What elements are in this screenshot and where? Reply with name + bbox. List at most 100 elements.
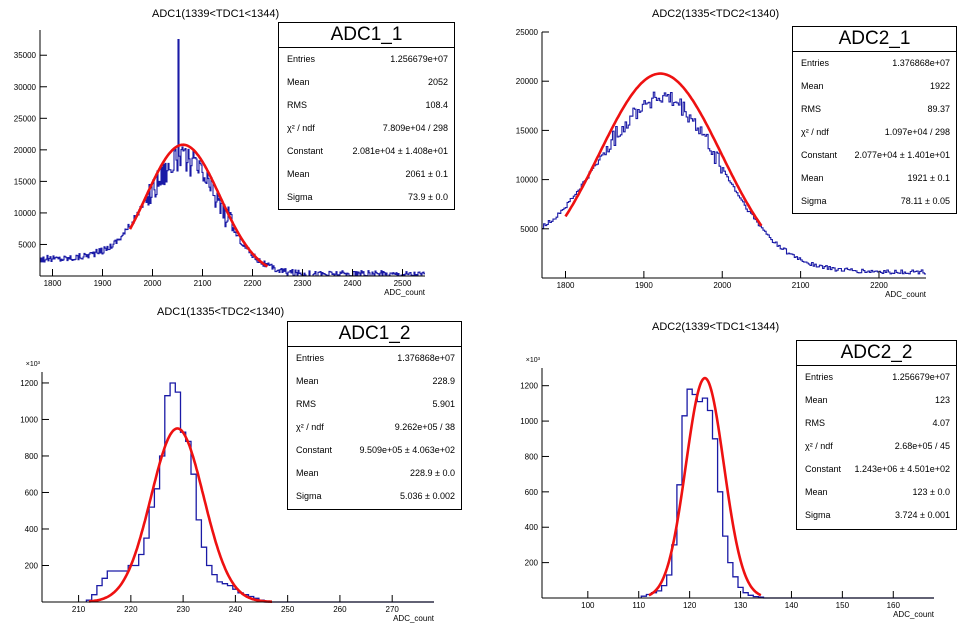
stats-box: ADC1_2 Entries 1.376868e+07 Mean 228.9 RMS… (287, 321, 462, 510)
x-tick-label: 100 (581, 601, 595, 610)
y-tick-label: 1200 (20, 379, 38, 388)
stats-label: Sigma (801, 196, 827, 206)
x-tick-label: 2400 (344, 279, 362, 288)
stats-label: Constant (287, 146, 324, 156)
stats-label: Mean (805, 395, 828, 405)
gaussian-fit-curve (564, 72, 763, 227)
stats-label: Entries (296, 353, 325, 363)
x-tick-label: 140 (785, 601, 799, 610)
x-axis-label: ADC_count (885, 290, 927, 299)
stats-value: 2.68e+05 / 45 (894, 441, 950, 451)
stats-label: RMS (805, 418, 825, 428)
y-tick-label: 800 (525, 452, 539, 461)
stats-label: χ² / ndf (296, 422, 324, 432)
stats-label: RMS (296, 399, 316, 409)
stats-value: 123 (934, 395, 950, 405)
stats-row-entries: Entries 1.256679e+07 (797, 366, 956, 389)
x-tick-label: 2200 (244, 279, 262, 288)
stats-row-entries: Entries 1.376868e+07 (793, 52, 956, 75)
y-tick-label: 35000 (14, 51, 37, 60)
stats-label: Sigma (287, 192, 313, 202)
y-tick-label: 5000 (520, 225, 538, 234)
stats-row-rms: RMS 89.37 (793, 98, 956, 121)
stats-label: Entries (805, 372, 834, 382)
y-tick-label: 25000 (516, 28, 539, 37)
chart-title: ADC1(1335<TDC2<1340) (157, 306, 285, 318)
stats-value: 1.376868e+07 (397, 353, 455, 363)
x-tick-label: 260 (333, 605, 347, 614)
gaussian-fit-curve (648, 376, 762, 597)
y-tick-label: 1000 (20, 415, 38, 424)
x-tick-label: 160 (887, 601, 901, 610)
stats-value: 5.901 (432, 399, 455, 409)
y-tick-label: 25000 (14, 114, 37, 123)
stats-value: 1921 ± 0.1 (907, 173, 950, 183)
stats-value: 2.077e+04 ± 1.401e+01 (854, 150, 950, 160)
stats-value: 2.081e+04 ± 1.408e+01 (352, 146, 448, 156)
stats-row-rms: RMS 5.901 (288, 393, 461, 416)
x-tick-label: 210 (72, 605, 86, 614)
stats-label: Entries (801, 58, 830, 68)
stats-box-title: ADC1_1 (279, 23, 454, 48)
y-tick-label: 15000 (14, 177, 37, 186)
chart-title: ADC2(1339<TDC1<1344) (652, 321, 780, 333)
stats-label: RMS (801, 104, 821, 114)
y-tick-label: 10000 (516, 176, 539, 185)
x-tick-label: 2000 (144, 279, 162, 288)
x-tick-label: 270 (386, 605, 400, 614)
stats-value: 9.509e+05 ± 4.063e+02 (359, 445, 455, 455)
stats-row-fit-mean: Mean 228.9 ± 0.0 (288, 462, 461, 485)
stats-row-sigma: Sigma 78.11 ± 0.05 (793, 190, 956, 213)
stats-row-constant: Constant 2.081e+04 ± 1.408e+01 (279, 140, 454, 163)
stats-row-rms: RMS 108.4 (279, 94, 454, 117)
histogram-chart: 1800 1900 2000 2100 2200 5000 10000 15000 20000 2… (516, 28, 927, 299)
stats-value: 78.11 ± 0.05 (900, 196, 950, 206)
y-tick-label: 200 (525, 559, 539, 568)
stats-value: 228.9 (432, 376, 455, 386)
y-tick-label: 10000 (14, 209, 37, 218)
stats-value: 1.256679e+07 (892, 372, 950, 382)
stats-box: ADC1_1 Entries 1.256679e+07 Mean 2052 RMS 1… (278, 22, 455, 210)
stats-row-mean: Mean 228.9 (288, 370, 461, 393)
stats-row-entries: Entries 1.376868e+07 (288, 347, 461, 370)
stats-box-title: ADC2_1 (793, 27, 956, 52)
stats-row-chi2: χ² / ndf 7.809e+04 / 298 (279, 117, 454, 140)
stats-value: 1922 (929, 81, 950, 91)
x-tick-label: 2000 (713, 281, 731, 290)
stats-row-constant: Constant 1.243e+06 ± 4.501e+02 (797, 458, 956, 481)
stats-row-sigma: Sigma 73.9 ± 0.0 (279, 186, 454, 209)
x-axis-label: ADC_count (893, 610, 935, 619)
stats-value: 73.9 ± 0.0 (408, 192, 448, 202)
stats-value: 1.097e+04 / 298 (884, 127, 950, 137)
y-tick-label: 30000 (14, 83, 37, 92)
y-tick-label: 5000 (18, 240, 36, 249)
stats-box-title: ADC2_2 (797, 341, 956, 366)
stats-box: ADC2_2 Entries 1.256679e+07 Mean 123 RMS 4.… (796, 340, 957, 530)
stats-value: 5.036 ± 0.002 (400, 491, 455, 501)
y-multiplier-label: ×10³ (26, 361, 41, 368)
y-tick-label: 1000 (520, 417, 538, 426)
gaussian-fit-curve (128, 143, 269, 268)
stats-value: 4.07 (932, 418, 950, 428)
x-tick-label: 2300 (294, 279, 312, 288)
histogram-chart: 1800 1900 2000 2100 2200 2300 2400 2500 5000 1000… (14, 30, 426, 297)
stats-row-mean: Mean 123 (797, 389, 956, 412)
y-tick-label: 800 (25, 452, 39, 461)
x-tick-label: 230 (176, 605, 190, 614)
stats-label: Mean (805, 487, 828, 497)
x-tick-label: 2100 (194, 279, 212, 288)
x-axis-label: ADC_count (384, 288, 426, 297)
stats-value: 2052 (427, 77, 448, 87)
stats-value: 108.4 (425, 100, 448, 110)
stats-label: Constant (296, 445, 333, 455)
x-tick-label: 1900 (94, 279, 112, 288)
stats-label: Mean (801, 81, 824, 91)
stats-label: Mean (296, 376, 319, 386)
stats-value: 1.243e+06 ± 4.501e+02 (854, 464, 950, 474)
x-tick-label: 120 (683, 601, 697, 610)
y-tick-label: 600 (25, 488, 39, 497)
stats-row-constant: Constant 2.077e+04 ± 1.401e+01 (793, 144, 956, 167)
x-tick-label: 150 (836, 601, 850, 610)
stats-value: 9.262e+05 / 38 (394, 422, 455, 432)
y-tick-label: 400 (25, 525, 39, 534)
